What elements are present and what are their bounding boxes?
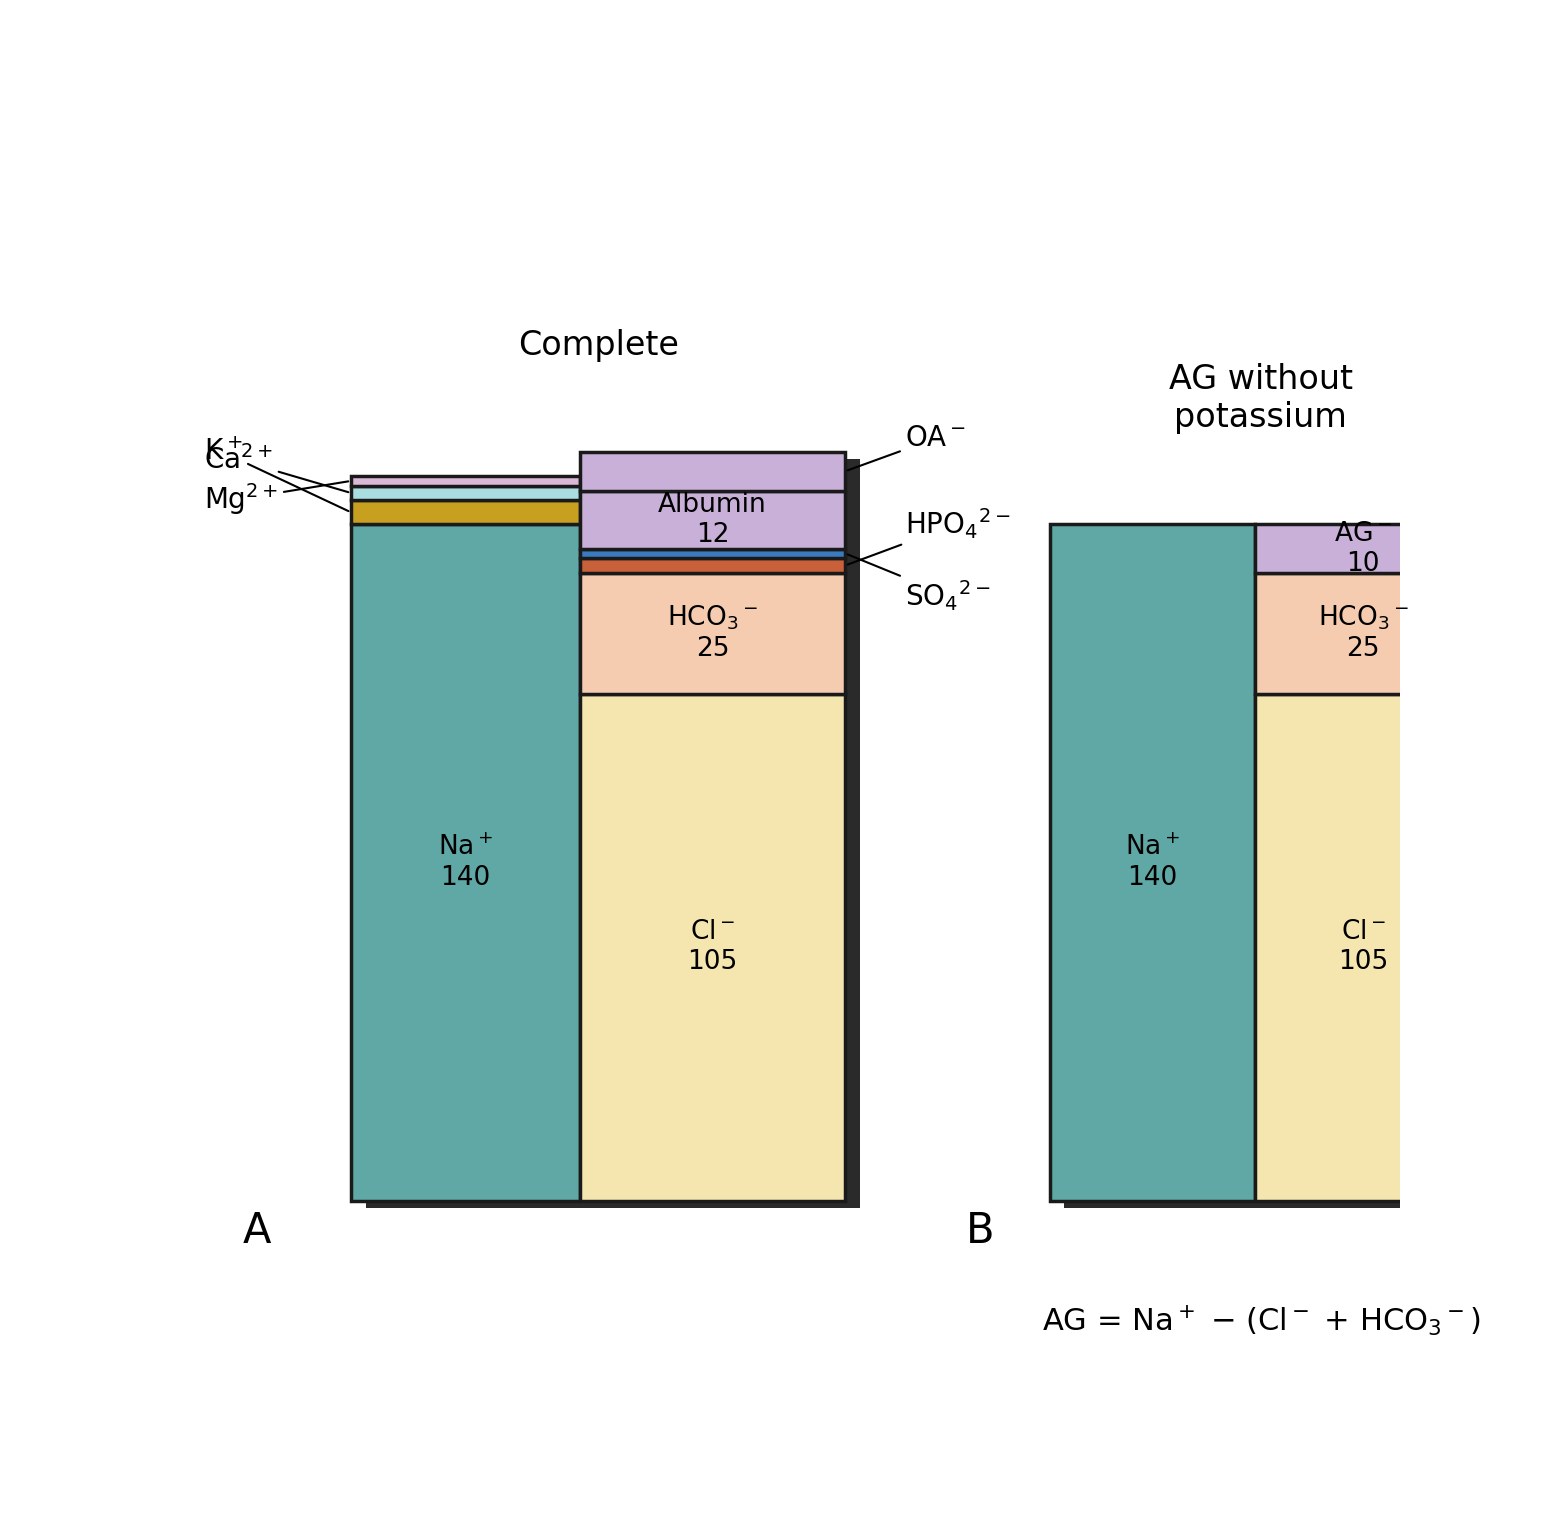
Bar xyxy=(580,490,846,548)
Bar xyxy=(351,501,580,524)
Bar xyxy=(594,458,860,1208)
Bar xyxy=(351,486,580,501)
Text: HCO$_3$$^-$
25: HCO$_3$$^-$ 25 xyxy=(667,604,759,662)
Bar xyxy=(1269,531,1487,1208)
Bar xyxy=(580,452,846,490)
Text: Na$^+$
140: Na$^+$ 140 xyxy=(439,835,493,891)
Bar xyxy=(1050,524,1255,1201)
Bar xyxy=(1065,531,1269,1208)
Bar xyxy=(365,483,594,1208)
Bar xyxy=(1255,524,1473,572)
Text: B: B xyxy=(966,1210,994,1252)
Text: OA$^-$: OA$^-$ xyxy=(847,424,967,471)
Text: K$^+$: K$^+$ xyxy=(204,439,348,512)
Text: AG = Na$^+$ − (Cl$^-$ + HCO$_3$$^-$): AG = Na$^+$ − (Cl$^-$ + HCO$_3$$^-$) xyxy=(1042,1304,1480,1339)
Text: HPO$_4$$^{2-}$: HPO$_4$$^{2-}$ xyxy=(847,505,1011,565)
Text: AG without
potassium: AG without potassium xyxy=(1169,363,1353,434)
Text: Cl$^-$
105: Cl$^-$ 105 xyxy=(1339,920,1389,976)
Bar xyxy=(1255,572,1473,694)
Bar xyxy=(580,572,846,694)
Text: Mg$^{2+}$: Mg$^{2+}$ xyxy=(204,481,348,516)
Bar xyxy=(580,548,846,559)
Text: A: A xyxy=(243,1210,271,1252)
Text: Cl$^-$
105: Cl$^-$ 105 xyxy=(687,920,737,976)
Bar xyxy=(351,524,580,1201)
Bar xyxy=(1255,694,1473,1201)
Text: Na$^+$
140: Na$^+$ 140 xyxy=(1124,835,1180,891)
Bar xyxy=(580,694,846,1201)
Text: SO$_4$$^{2-}$: SO$_4$$^{2-}$ xyxy=(847,554,991,613)
Text: HCO$_3$$^-$
25: HCO$_3$$^-$ 25 xyxy=(1317,604,1409,662)
Bar xyxy=(580,559,846,572)
Text: Complete: Complete xyxy=(518,329,678,361)
Text: Ca$^{2+}$: Ca$^{2+}$ xyxy=(204,445,348,492)
Text: Albumin
12: Albumin 12 xyxy=(658,492,767,548)
Text: AG$^-$
10: AG$^-$ 10 xyxy=(1334,521,1392,577)
Bar xyxy=(351,477,580,486)
